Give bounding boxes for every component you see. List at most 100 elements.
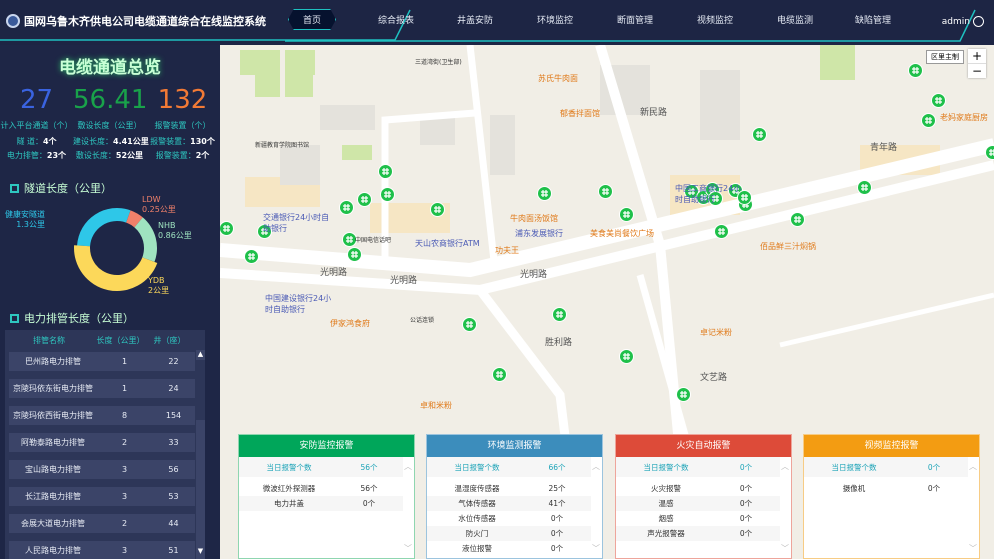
scroll-down-icon[interactable]: ﹀	[404, 544, 412, 553]
donut-slice-NHB[interactable]	[134, 217, 157, 262]
table-row[interactable]: 巴州路电力排管 1 22	[9, 352, 195, 371]
donut-label: 1.3公里	[16, 220, 45, 229]
nav-tab-1[interactable]: 综合报表	[378, 16, 415, 26]
manhole-marker-icon[interactable]	[908, 63, 923, 78]
manhole-marker-icon[interactable]	[921, 113, 936, 128]
map-label: 胜利路	[545, 338, 573, 348]
manhole-marker-icon[interactable]	[857, 180, 872, 195]
manhole-marker-icon[interactable]	[619, 349, 634, 364]
square-icon	[10, 183, 19, 193]
alarm-row[interactable]: 温湿度传感器 25个	[454, 484, 566, 493]
nav-tab-5[interactable]: 视频监控	[697, 16, 734, 26]
square-icon	[10, 313, 19, 323]
table-row[interactable]: 人民路电力排管 3 51	[9, 541, 195, 559]
logo-icon	[6, 14, 20, 28]
scroll-up-icon[interactable]: ︿	[781, 462, 789, 471]
nav-tab-3[interactable]: 环境监控	[537, 16, 574, 26]
alarm-row[interactable]: 摄像机 0个	[842, 484, 941, 493]
map-label: 新民路	[640, 108, 668, 118]
manhole-marker-icon[interactable]	[257, 224, 272, 239]
alarm-row[interactable]: 电力井盖 0个	[239, 496, 403, 511]
manhole-marker-icon[interactable]	[708, 191, 723, 206]
manhole-marker-icon[interactable]	[684, 184, 699, 199]
donut-label: 健康安隧道	[5, 209, 45, 219]
overview-title: 电缆通道总览	[59, 58, 161, 78]
manhole-marker-icon[interactable]	[220, 221, 234, 236]
manhole-marker-icon[interactable]	[430, 202, 445, 217]
zoom-out-button[interactable]: −	[968, 63, 986, 78]
donut-slice-LDW[interactable]	[126, 210, 143, 228]
alarm-card-title: 环境监测报警	[427, 435, 602, 457]
scroll-up-icon[interactable]: ︿	[592, 462, 600, 471]
manhole-marker-icon[interactable]	[737, 190, 752, 205]
manhole-marker-icon[interactable]	[347, 247, 362, 262]
user-menu[interactable]: admin	[942, 16, 984, 27]
alarm-card: 环境监测报警 当日报警个数 66个 温湿度传感器 25个 气体传感器 41个 水位传感器 0个防…	[426, 434, 603, 559]
alarm-row[interactable]: 气体传感器 41个	[427, 496, 591, 511]
map-label: 牛肉面汤饭馆	[510, 214, 558, 223]
stat-detail: 报警装置：130个	[150, 137, 215, 146]
manhole-marker-icon[interactable]	[537, 186, 552, 201]
alarm-row[interactable]: 烟感 0个	[658, 514, 753, 523]
map-label: 佰品鲜三汁焖锅	[760, 242, 816, 251]
map-label: 文艺路	[700, 373, 728, 383]
manhole-marker-icon[interactable]	[714, 224, 729, 239]
scroll-up-icon[interactable]: ︿	[969, 462, 977, 471]
donut-label: 2公里	[148, 286, 169, 295]
manhole-marker-icon[interactable]	[339, 200, 354, 215]
nav-tab-7[interactable]: 缺陷管理	[855, 16, 892, 26]
scroll-down-icon[interactable]: ﹀	[592, 544, 600, 553]
manhole-marker-icon[interactable]	[931, 93, 946, 108]
manhole-marker-icon[interactable]	[985, 145, 994, 160]
map-type-button[interactable]: 区里主制	[926, 50, 964, 64]
table-row[interactable]: 宝山路电力排管 3 56	[9, 460, 195, 479]
manhole-marker-icon[interactable]	[598, 184, 613, 199]
alarm-row[interactable]: 防火门 0个	[427, 526, 591, 541]
manhole-marker-icon[interactable]	[342, 232, 357, 247]
manhole-marker-icon[interactable]	[380, 187, 395, 202]
alarm-card: 火灾自动报警 当日报警个数 0个 火灾报警 0个 温感 0个 烟感 0个 声光报警器 0个 ︿ ﹀	[615, 434, 792, 559]
scroll-up-icon[interactable]: ︿	[404, 462, 412, 471]
map-label: 天山农商银行ATM	[415, 239, 480, 248]
donut-slice-YDB[interactable]	[74, 245, 158, 292]
donut-slice-健康安隧道[interactable]	[77, 208, 131, 247]
map-label: 新疆教育学院图书馆	[255, 142, 310, 149]
manhole-marker-icon[interactable]	[676, 387, 691, 402]
manhole-marker-icon[interactable]	[619, 207, 634, 222]
alarm-row[interactable]: 温感 0个	[616, 496, 780, 511]
donut-label: 0.25公里	[142, 205, 176, 214]
manhole-marker-icon[interactable]	[244, 249, 259, 264]
alarm-row[interactable]: 火灾报警 0个	[651, 484, 753, 493]
nav-tab-2[interactable]: 井盖安防	[457, 16, 494, 26]
alarm-row[interactable]: 液位报警 0个	[462, 544, 564, 553]
scroll-down-icon[interactable]: ﹀	[969, 544, 977, 553]
manhole-marker-icon[interactable]	[790, 212, 805, 227]
user-icon	[973, 16, 984, 27]
table-header: 排管名称 长度（公里） 井（座）	[33, 335, 186, 345]
alarm-row[interactable]: 声光报警器 0个	[616, 526, 780, 541]
nav-tab-0[interactable]: 首页	[288, 9, 337, 30]
donut-label: YDB	[147, 276, 165, 285]
table-scrollbar[interactable]: ▲ ▼	[196, 350, 205, 559]
table-row[interactable]: 长江路电力排管 3 53	[9, 487, 195, 506]
scroll-down-icon[interactable]: ▼	[197, 547, 204, 555]
table-row[interactable]: 京陵玛依西街电力排管 8 154	[9, 406, 195, 425]
stat-value: 27	[19, 85, 54, 115]
zoom-in-button[interactable]: +	[971, 49, 983, 63]
alarm-row[interactable]: 水位传感器 0个	[458, 514, 564, 523]
table-row[interactable]: 阿勒泰路电力排管 2 33	[9, 433, 195, 452]
scroll-down-icon[interactable]: ﹀	[781, 544, 789, 553]
manhole-marker-icon[interactable]	[492, 367, 507, 382]
stat-value: 132	[157, 85, 208, 115]
alarm-row[interactable]: 微波红外探测器 56个	[262, 484, 378, 493]
table-row[interactable]: 会展大道电力排管 2 44	[9, 514, 195, 533]
manhole-marker-icon[interactable]	[552, 307, 567, 322]
nav-tab-6[interactable]: 电缆监测	[777, 16, 814, 26]
scroll-up-icon[interactable]: ▲	[197, 350, 204, 358]
manhole-marker-icon[interactable]	[378, 164, 393, 179]
manhole-marker-icon[interactable]	[462, 317, 477, 332]
manhole-marker-icon[interactable]	[357, 192, 372, 207]
manhole-marker-icon[interactable]	[752, 127, 767, 142]
nav-tab-4[interactable]: 断面管理	[617, 16, 654, 26]
table-row[interactable]: 京陵玛依东街电力排管 1 24	[9, 379, 195, 398]
